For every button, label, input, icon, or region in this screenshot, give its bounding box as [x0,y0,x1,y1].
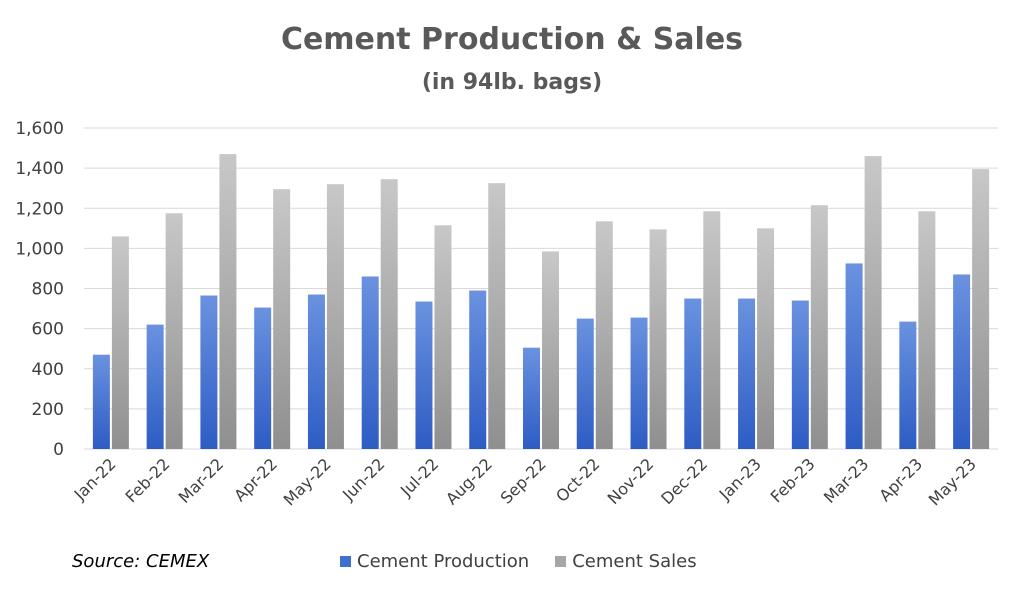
x-tick-label: Apr-22 [230,454,281,505]
x-tick-label: May-23 [925,454,980,509]
bar-sales [273,189,291,450]
x-tick-label: Nov-22 [604,454,658,508]
bar-sales [649,229,667,449]
legend-swatch-sales [555,556,567,567]
bar-production [307,294,325,449]
bar-production [899,321,917,449]
bar-production [738,298,756,449]
bar-production [953,274,971,449]
bar-sales [864,156,882,449]
x-tick-label: Feb-23 [767,454,819,506]
x-tick-label: Dec-22 [657,454,711,508]
bar-sales [757,228,775,449]
bar-sales [165,213,183,449]
bar-production [845,263,863,449]
bar-sales [326,184,344,450]
bar-sales [810,205,828,449]
chart-title: Cement Production & Sales [280,22,744,57]
legend-item-sales: Cement Sales [555,551,697,572]
source-note: Source: CEMEX [72,551,210,572]
bar-production [523,347,540,449]
bar-production [791,300,809,449]
bar-sales [542,251,559,449]
y-tick-label: 200 [32,400,64,420]
x-tick-label: Jan-22 [70,454,120,504]
legend-swatch-production [340,556,351,567]
chart-subtitle: (in 94lb. bags) [421,70,603,95]
bar-sales [380,179,398,450]
bar-sales [918,211,936,449]
bar-production [415,301,433,449]
x-tick-label: Jan-23 [715,454,765,504]
x-tick-label: Sep-22 [497,454,550,507]
bar-sales [972,169,990,450]
bar-sales [703,211,721,449]
x-tick-label: Aug-22 [442,454,496,508]
x-tick-label: Mar-23 [820,454,873,507]
legend-label-production: Cement Production [357,551,530,572]
bar-sales [595,221,613,449]
x-tick-label: May-22 [280,454,335,509]
bar-production [684,298,702,449]
bar-sales [434,225,452,449]
bar-production [469,290,487,449]
bar-production [92,354,110,449]
y-tick-label: 400 [32,360,64,380]
x-tick-label: Apr-23 [875,454,926,505]
bar-production [254,307,272,449]
bar-production [630,317,648,449]
x-tick-label: Jul-22 [396,454,442,500]
x-tick-label: Oct-22 [552,454,603,505]
y-tick-label: 1,200 [15,199,64,219]
legend-item-production: Cement Production [340,551,529,572]
x-tick-label: Feb-22 [122,454,174,506]
y-tick-label: 1,000 [15,239,64,259]
x-tick-label: Mar-22 [175,454,228,507]
legend: Cement Production Cement Sales [340,551,723,572]
bar-production [146,324,164,449]
y-tick-label: 600 [32,320,64,340]
bar-sales [488,183,506,449]
bar-production [200,295,218,449]
x-tick-label: Jun-22 [338,454,388,504]
bar-sales [111,236,129,449]
y-tick-label: 1,600 [15,119,64,139]
legend-label-sales: Cement Sales [572,551,697,572]
y-tick-label: 0 [53,440,64,460]
y-tick-label: 1,400 [15,159,64,179]
bar-sales [219,154,237,450]
y-tick-label: 800 [32,280,64,300]
bar-production [361,276,379,449]
bar-production [576,318,594,449]
